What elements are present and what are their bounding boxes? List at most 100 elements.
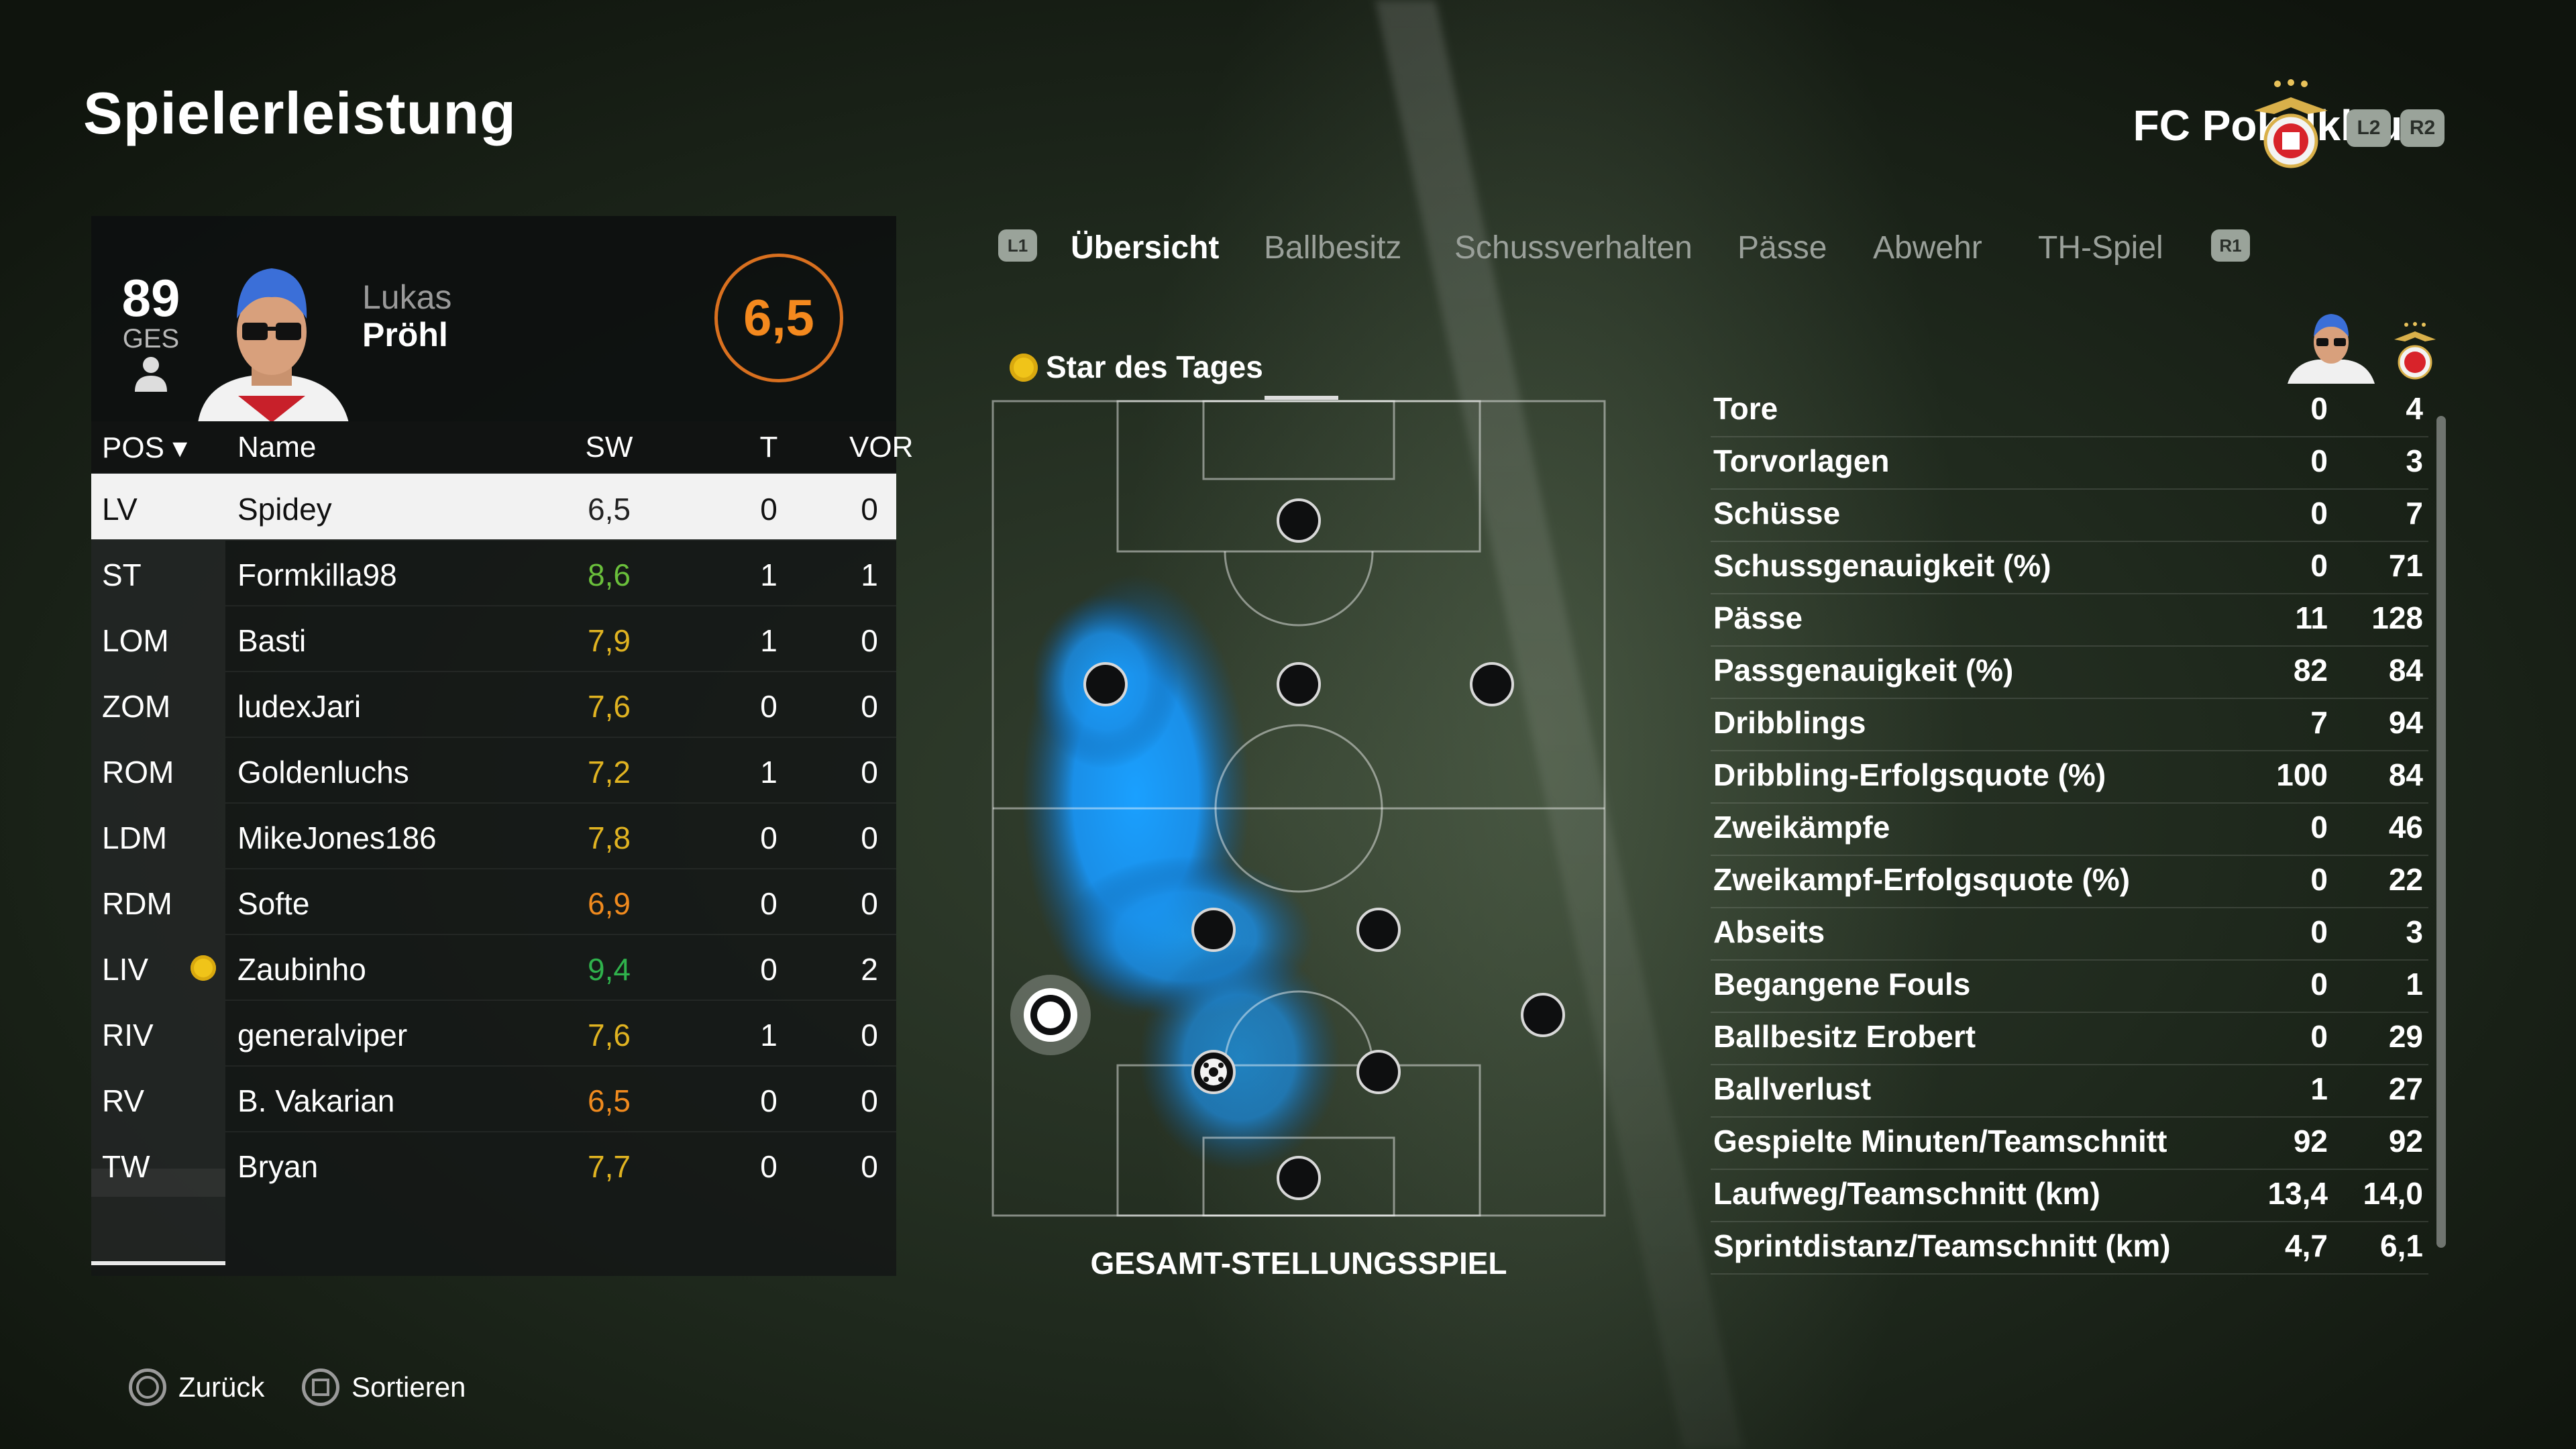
stat-row: Zweikampf-Erfolgsquote (%) 0 22 [1711,855,2428,908]
stat-player-value: 0 [2310,810,2328,845]
table-row[interactable]: LOM Basti 7,9 1 0 [91,605,896,671]
cell-rating: 7,7 [588,1149,631,1184]
pos-header-label: POS [102,431,164,464]
club-crest-small-icon [2394,322,2436,380]
table-row[interactable]: TW Bryan 7,7 0 0 [91,1131,896,1197]
cell-rating: 6,9 [588,886,631,921]
cell-assists: 0 [861,755,878,790]
table-row[interactable]: LIV Zaubinho 9,4 0 2 [91,934,896,1000]
stat-team-value: 3 [2406,443,2423,478]
cell-name: Zaubinho [237,952,366,987]
stat-player-value: 0 [2310,862,2328,897]
cell-goals: 1 [760,1018,777,1053]
stat-player-value: 7 [2310,705,2328,740]
column-header-pos[interactable]: POS ▾ [102,431,187,465]
sort-label: Sortieren [352,1371,466,1403]
column-header-sw[interactable]: SW [585,431,633,464]
r1-button-icon[interactable]: R1 [2211,229,2250,262]
r2-button-icon[interactable]: R2 [2400,109,2445,147]
cell-pos: ZOM [102,689,171,724]
cell-pos: RDM [102,886,172,921]
star-label: Star des Tages [1046,350,1263,384]
stat-player-value: 100 [2276,757,2328,792]
heatmap-pitch [991,400,1606,1217]
l1-button-icon[interactable]: L1 [998,229,1037,262]
tab-0[interactable]: Übersicht [1071,230,1220,266]
cell-assists: 1 [861,557,878,592]
pos-cell-bg [91,541,225,605]
stat-label: Laufweg/Teamschnitt (km) [1713,1176,2100,1211]
cell-pos: LV [102,492,138,527]
l2-button-icon[interactable]: L2 [2347,109,2391,147]
column-header-vor[interactable]: VOR [849,431,914,464]
cell-name: B. Vakarian [237,1083,395,1118]
stat-row: Sprintdistanz/Teamschnitt (km) 4,7 6,1 [1711,1221,2428,1275]
stat-player-value: 92 [2293,1124,2328,1159]
cell-goals: 1 [760,755,777,790]
pitch-caption: GESAMT-STELLUNGSSPIEL [1090,1246,1507,1281]
stat-player-value: 0 [2310,443,2328,478]
stat-label: Abseits [1713,914,1825,949]
stat-row: Schussgenauigkeit (%) 0 71 [1711,541,2428,594]
sort-hint[interactable]: Sortieren [302,1368,466,1406]
tab-3[interactable]: Pässe [1737,230,1827,266]
sort-down-icon: ▾ [172,431,188,464]
table-row[interactable]: RIV generalviper 7,6 1 0 [91,1000,896,1065]
stat-label: Schüsse [1713,496,1841,531]
tab-2[interactable]: Schussverhalten [1454,230,1693,266]
stat-player-value: 4,7 [2285,1228,2328,1263]
table-row[interactable]: LDM MikeJones186 7,8 0 0 [91,802,896,868]
player-first-name: Lukas [362,278,452,316]
stat-team-value: 22 [2388,862,2423,897]
stat-label: Torvorlagen [1713,443,1890,478]
table-row[interactable]: ST Formkilla98 8,6 1 1 [91,539,896,605]
stat-team-value: 84 [2388,653,2423,688]
star-icon [1010,354,1038,382]
ball-marker-icon [1191,1050,1236,1094]
stat-label: Ballverlust [1713,1071,1872,1106]
cell-name: Goldenluchs [237,755,409,790]
stat-row: Gespielte Minuten/Teamschnitt 92 92 [1711,1116,2428,1170]
heatmap-area [1022,574,1340,1171]
table-row[interactable]: ZOM ludexJari 7,6 0 0 [91,671,896,737]
column-header-t[interactable]: T [759,431,778,464]
stat-team-value: 6,1 [2380,1228,2423,1263]
cell-pos: LDM [102,820,168,855]
match-rating-ring: 6,5 [714,254,843,382]
stat-team-value: 3 [2406,914,2423,949]
stat-player-value: 0 [2310,914,2328,949]
table-row[interactable]: LV Spidey 6,5 0 0 [91,474,896,539]
column-header-name[interactable]: Name [237,431,317,464]
back-hint[interactable]: Zurück [129,1368,264,1406]
table-row[interactable]: RV B. Vakarian 6,5 0 0 [91,1065,896,1131]
table-header: POS ▾ Name SW T VOR [91,421,914,472]
cell-name: ludexJari [237,689,362,724]
cell-pos: LOM [102,623,169,658]
stat-row: Ballbesitz Erobert 0 29 [1711,1012,2428,1065]
stat-row: Zweikämpfe 0 46 [1711,802,2428,856]
cell-goals: 0 [760,1149,777,1184]
stat-player-value: 0 [2310,1019,2328,1054]
back-label: Zurück [178,1371,265,1403]
cell-name: Bryan [237,1149,319,1184]
stat-player-value: 0 [2310,496,2328,531]
stat-row: Schüsse 0 7 [1711,488,2428,542]
stat-team-value: 94 [2388,705,2423,740]
pos-cell-bg [91,672,225,737]
pos-cell-bg [91,869,225,934]
table-row[interactable]: ROM Goldenluchs 7,2 1 0 [91,737,896,802]
stat-team-value: 46 [2388,810,2423,845]
tab-1[interactable]: Ballbesitz [1264,230,1402,266]
stat-player-value: 13,4 [2267,1176,2328,1211]
tab-5[interactable]: TH-Spiel [2038,230,2163,266]
cell-goals: 1 [760,557,777,592]
stats-scrollbar[interactable] [2436,416,2446,1248]
cell-assists: 0 [861,623,878,658]
tab-4[interactable]: Abwehr [1873,230,1982,266]
cell-rating: 6,5 [588,1083,631,1118]
stat-row: Torvorlagen 0 3 [1711,436,2428,490]
table-row[interactable]: RDM Softe 6,9 0 0 [91,868,896,934]
pos-cell-bg [91,606,225,671]
cell-pos: LIV [102,952,149,987]
cell-goals: 0 [760,492,777,527]
